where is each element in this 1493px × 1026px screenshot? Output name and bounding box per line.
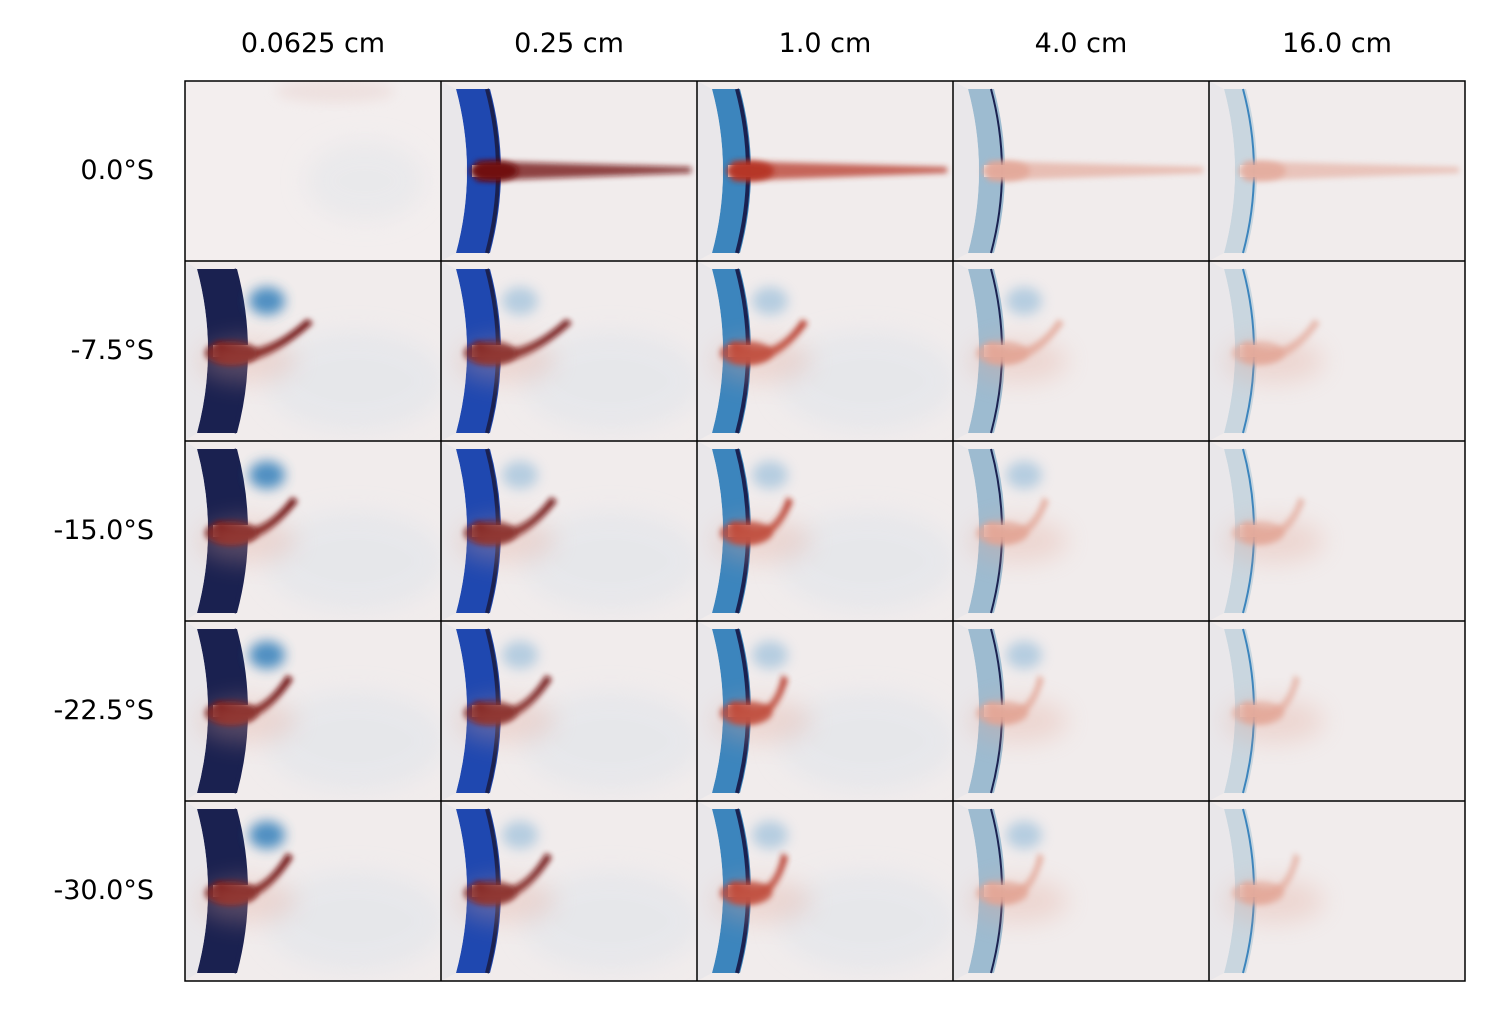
field-panel xyxy=(185,81,441,261)
jet-plume xyxy=(988,161,1203,181)
row-label-minus22.5S: -22.5°S xyxy=(53,695,155,726)
grid-frame xyxy=(184,80,1466,982)
column-label-0.25cm: 0.25 cm xyxy=(514,28,624,59)
field-panel xyxy=(441,81,697,261)
jet-plume xyxy=(476,161,691,181)
field-panel xyxy=(697,261,953,441)
field-panel xyxy=(953,261,1209,441)
jet-plume xyxy=(1244,161,1459,181)
field-panel xyxy=(185,261,441,441)
field-panel xyxy=(697,441,953,621)
field-panel xyxy=(697,801,953,981)
row-label-minus15.0S: -15.0°S xyxy=(53,515,155,546)
field-panel xyxy=(441,801,697,981)
field-panel xyxy=(441,441,697,621)
field-panel xyxy=(953,801,1209,981)
field-panel xyxy=(1209,261,1465,441)
field-panel xyxy=(185,801,441,981)
column-label-1.0cm: 1.0 cm xyxy=(778,28,872,59)
column-label-16.0cm: 16.0 cm xyxy=(1282,28,1392,59)
field-panel xyxy=(953,441,1209,621)
jet-plume xyxy=(732,161,947,181)
field-panel xyxy=(441,261,697,441)
row-label-0.0S: 0.0°S xyxy=(80,155,154,186)
row-label-minus30.0S: -30.0°S xyxy=(53,875,155,906)
field-panel xyxy=(1209,801,1465,981)
field-panel xyxy=(1209,81,1465,261)
field-panel xyxy=(697,81,953,261)
field-panel xyxy=(441,621,697,801)
field-panel xyxy=(1209,621,1465,801)
row-label-minus7.5S: -7.5°S xyxy=(70,335,154,366)
field-panel xyxy=(953,81,1209,261)
field-panel xyxy=(953,621,1209,801)
field-panel xyxy=(185,621,441,801)
field-panel xyxy=(1209,441,1465,621)
field-panel xyxy=(185,441,441,621)
column-label-4.0cm: 4.0 cm xyxy=(1034,28,1128,59)
field-panel xyxy=(697,621,953,801)
column-label-0.0625cm: 0.0625 cm xyxy=(240,28,386,59)
